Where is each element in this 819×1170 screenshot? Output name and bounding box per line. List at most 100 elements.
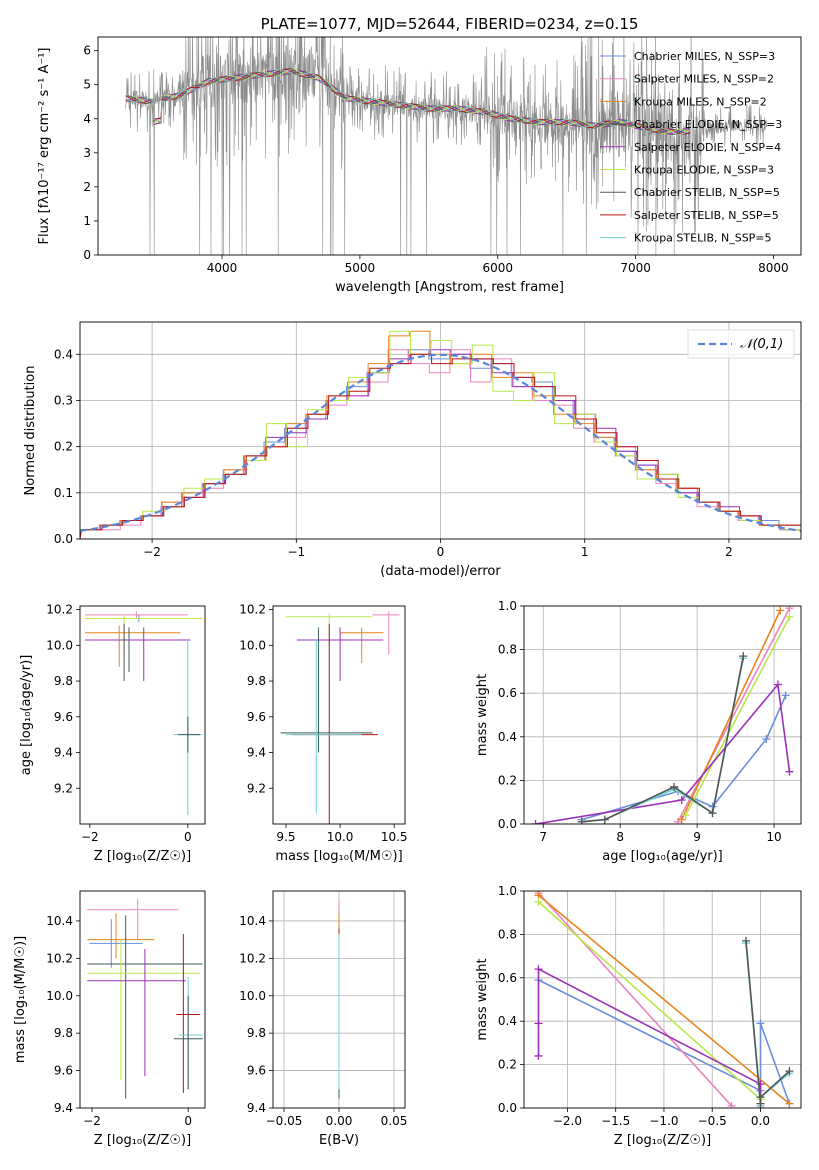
x-tick-label: −2 [83, 1114, 101, 1128]
y-tick-label: 0.6 [498, 686, 517, 700]
weight-line [537, 892, 733, 1107]
y-tick-label: 0.3 [54, 393, 73, 407]
x-tick-label: −1 [287, 545, 305, 559]
mass_vs_ebv-plot-area [273, 891, 405, 1108]
x-tick-label: −0.5 [698, 1114, 727, 1128]
error-bar-point [340, 627, 384, 664]
x-tick-label: −1.5 [601, 1114, 630, 1128]
weight_vs_age-axes: 7 8 9 10 0.0 0.2 0.4 0.6 0.8 1.0 age [log₁₀(age/yr… [475, 599, 802, 864]
spectrum-axes: 4000 5000 6000 7000 8000 0 1 2 3 4 5 6 wavelength [A… [37, 15, 802, 295]
x-tick-label: 10.0 [327, 830, 354, 844]
residuals-axes: −2 −1 0 1 2 0.0 0.1 0.2 0.3 0.4 (data-model)/error… [23, 321, 802, 579]
weight-marker [534, 1019, 543, 1028]
weight_vs_age-ylabel: mass weight [475, 674, 490, 756]
weight-line [677, 607, 791, 823]
error-bar-point [296, 627, 384, 682]
x-tick-label: 0.05 [381, 1114, 408, 1128]
y-tick-label: 1.0 [498, 884, 517, 898]
y-tick-label: 9.4 [247, 746, 266, 760]
mass_vs_Z-axes: −2 0 9.4 9.6 9.8 10.0 10.2 10.4 Z [log₁₀(Z/Z☉)] m… [13, 890, 206, 1148]
weight-marker [785, 1067, 794, 1076]
mass_vs_Z-xlabel: Z [log₁₀(Z/Z☉)] [94, 1133, 191, 1148]
weight-series [534, 965, 765, 1108]
x-tick-label: −2 [143, 545, 161, 559]
y-tick-label: 10.2 [46, 951, 73, 965]
error-bar-point [178, 716, 201, 753]
legend-label: Kroupa STELIB, N_SSP=5 [634, 232, 772, 245]
weight-line [537, 967, 762, 1108]
weight_vs_Z-ylabel: mass weight [475, 958, 490, 1040]
x-tick-label: 1 [581, 545, 589, 559]
legend-label: Kroupa MILES, N_SSP=2 [634, 95, 767, 108]
error-bar-point [87, 939, 201, 1080]
weight-marker [756, 1019, 765, 1028]
weight-series [741, 936, 794, 1108]
mass_vs_Z-ticks: −2 0 9.4 9.6 9.8 10.0 10.2 10.4 [46, 914, 192, 1128]
y-tick-label: 0.2 [54, 440, 73, 454]
x-tick-label: 0.0 [751, 1114, 770, 1128]
x-tick-label: 9 [693, 830, 701, 844]
weight-marker [785, 612, 794, 621]
weight-line [535, 682, 791, 824]
legend-label: Salpeter MILES, N_SSP=2 [634, 73, 774, 86]
error-bar-point [121, 623, 127, 682]
legend-label: Kroupa ELODIE, N_SSP=3 [634, 164, 774, 177]
legend-label: Chabrier MILES, N_SSP=3 [634, 50, 775, 63]
weight-marker [781, 691, 790, 700]
weight-marker [670, 782, 679, 791]
axes-frame [272, 605, 406, 825]
weight-series [534, 897, 765, 1104]
legend-label: Chabrier ELODIE, N_SSP=3 [634, 118, 782, 131]
error-bar-point [87, 898, 179, 940]
weight-marker [785, 767, 794, 776]
weight_vs_Z-ticks: −2.0 −1.5 −1.0 −0.5 0.0 0.0 0.2 0.4 0.6 0.8 1.0 [498, 884, 770, 1128]
y-tick-label: 6 [83, 44, 91, 58]
residual-histogram [80, 349, 801, 539]
normal-reference-curve [80, 353, 801, 532]
x-tick-label: −0.05 [266, 1114, 303, 1128]
residuals-ylabel: Normed distribution [23, 366, 38, 496]
weight-marker [785, 1099, 794, 1108]
legend-label: 𝒩(0,1) [740, 337, 783, 352]
model-spectrum-line [125, 69, 691, 136]
age_vs_Z-ylabel: age [log₁₀(age/yr)] [19, 655, 34, 776]
x-tick-label: −2.0 [553, 1114, 582, 1128]
weight-line [745, 943, 790, 1106]
weight_vs_age-xlabel: age [log₁₀(age/yr)] [602, 849, 723, 864]
residuals-ticks: −2 −1 0 1 2 0.0 0.1 0.2 0.3 0.4 [54, 347, 733, 559]
y-tick-label: 9.8 [54, 1026, 73, 1040]
spectrum-xlabel: wavelength [Angstrom, rest frame] [335, 280, 564, 295]
y-tick-label: 10.0 [239, 638, 266, 652]
weight-line [538, 979, 791, 1104]
x-tick-label: 10.5 [381, 830, 408, 844]
y-tick-label: 9.8 [54, 674, 73, 688]
y-tick-label: 0.8 [498, 927, 517, 941]
x-tick-label: 4000 [207, 261, 238, 275]
x-tick-label: 8000 [758, 261, 789, 275]
y-tick-label: 0.6 [498, 971, 517, 985]
error-bar-point [84, 627, 191, 682]
y-tick-label: 0.4 [54, 347, 73, 361]
error-bar-point [372, 611, 400, 655]
y-tick-label: 0 [83, 248, 91, 262]
weight-series [681, 612, 794, 820]
age_vs_mass-xlabel: mass [log₁₀(M/M☉)] [275, 849, 402, 864]
weight-marker [773, 680, 782, 689]
y-tick-label: 9.6 [247, 1064, 266, 1078]
y-tick-label: 10.0 [46, 638, 73, 652]
axes-frame [272, 890, 406, 1109]
weight-marker [785, 606, 794, 613]
weight_vs_age-plot-area [524, 606, 801, 824]
legend-box [687, 329, 795, 359]
y-tick-label: 10.4 [239, 914, 266, 928]
x-tick-label: 6000 [482, 261, 513, 275]
axes-frame [79, 605, 206, 825]
weight-marker [776, 606, 785, 615]
x-tick-label: 9.5 [276, 830, 295, 844]
legend-label: Salpeter STELIB, N_SSP=5 [634, 209, 779, 222]
x-tick-label: 0 [184, 1114, 192, 1128]
weight_vs_age-ticks: 7 8 9 10 0.0 0.2 0.4 0.6 0.8 1.0 [498, 599, 782, 844]
error-bar-point [89, 919, 143, 968]
weight-marker [677, 796, 686, 805]
